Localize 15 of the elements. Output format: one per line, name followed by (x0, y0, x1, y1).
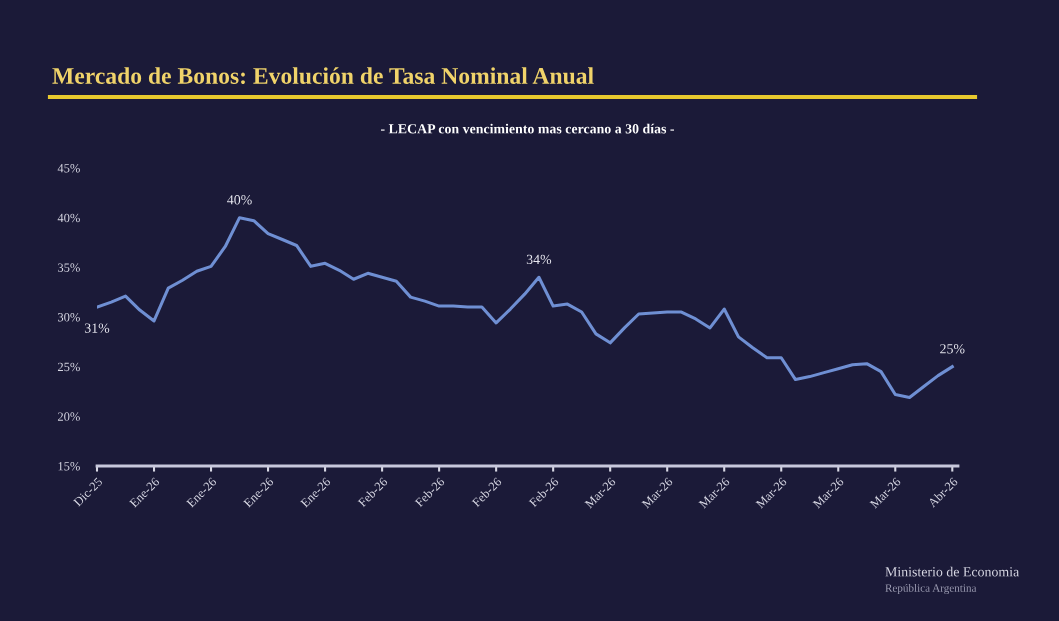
y-tick-label: 25% (57, 362, 80, 372)
y-tick-label: 35% (58, 263, 80, 272)
data-label: 25% (940, 344, 965, 354)
data-label: 40% (227, 195, 252, 205)
data-label: 31% (84, 323, 110, 333)
data-label: 34% (526, 254, 552, 265)
y-tick-label: 40% (57, 213, 80, 223)
y-tick-label: 45% (57, 164, 80, 173)
chart-title: Mercado de Bonos: Evolución de Tasa Nominal Anual (52, 67, 594, 85)
text: Ministerio de Economia (885, 566, 1020, 577)
y-tick-label: 30% (58, 313, 80, 322)
y-tick-label: 15% (58, 462, 80, 471)
text: República Argentina (885, 583, 977, 595)
chart-subtitle: - LECAP con vencimiento mas cercano a 30 días - (380, 123, 675, 134)
y-tick-label: 20% (57, 412, 80, 421)
